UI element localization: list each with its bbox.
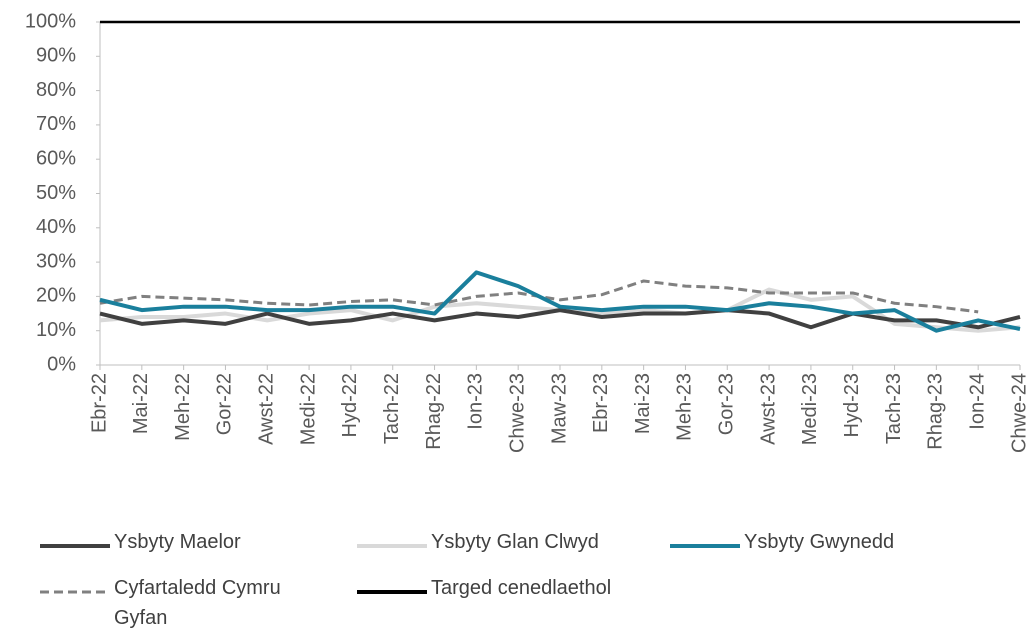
legend-swatch <box>357 590 427 594</box>
y-tick-label: 40% <box>36 216 76 238</box>
x-tick-label: Rhag-23 <box>925 373 947 450</box>
y-tick-label: 30% <box>36 250 76 272</box>
x-tick-label: Gor-22 <box>214 373 236 435</box>
x-tick-label: Maw-23 <box>548 373 570 444</box>
chart: 0% 10% 20% 30% 40% 50% 60% 70% 80% 90% 100% Ebr-22 M… <box>25 10 1028 453</box>
y-tick-label: 20% <box>36 285 76 307</box>
y-tick-label: 100% <box>25 10 76 32</box>
x-tick-label: Gor-23 <box>716 373 738 435</box>
x-tick-label: Tach-23 <box>883 373 905 444</box>
x-tick-label: Awst-23 <box>757 373 779 445</box>
x-tick-label: Meh-23 <box>674 373 696 441</box>
legend-swatch <box>40 590 110 594</box>
legend-label: Ysbyty Glan Clwyd <box>431 531 599 553</box>
legend-item: Ysbyty Maelor <box>38 531 241 558</box>
series-line <box>99 308 1021 330</box>
legend-item: Ysbyty Gwynedd <box>668 531 894 558</box>
y-tick-label: 70% <box>36 113 76 135</box>
legend-label: Ysbyty Gwynedd <box>744 531 895 553</box>
legend-item: Cyfartaledd Cymru Gyfan <box>38 577 329 633</box>
x-tick-label: Medi-22 <box>297 373 319 445</box>
y-tick-label: 0% <box>47 353 76 375</box>
x-tick-label: Medi-23 <box>799 373 821 445</box>
y-tick-label: 50% <box>36 182 76 204</box>
x-tick-label: Hyd-23 <box>841 373 863 437</box>
legend-label: Ysbyty Maelor <box>114 531 241 553</box>
legend-swatch <box>357 544 427 548</box>
y-tick-label: 10% <box>36 319 76 341</box>
y-tick-label: 80% <box>36 79 76 101</box>
x-tick-label: Awst-22 <box>256 373 278 445</box>
x-tick-label: Ebr-22 <box>88 373 110 433</box>
legend-label: Targed cenedlaethol <box>431 577 612 599</box>
legend-item: Targed cenedlaethol <box>355 577 611 604</box>
y-tick-label: 90% <box>36 45 76 67</box>
x-tick-label: Hyd-22 <box>339 373 361 437</box>
x-tick-label: Mai-22 <box>130 373 152 434</box>
x-tick-label: Ion-24 <box>966 373 988 430</box>
x-tick-label: Chwe-23 <box>506 373 528 453</box>
series-line <box>99 270 1021 333</box>
x-tick-label: Rhag-22 <box>423 373 445 450</box>
legend-swatch <box>670 544 740 548</box>
y-tick-label: 60% <box>36 147 76 169</box>
x-tick-label: Ebr-23 <box>590 373 612 433</box>
x-tick-label: Meh-22 <box>172 373 194 441</box>
x-tick-label: Mai-23 <box>632 373 654 434</box>
x-tick-label: Chwe-24 <box>1008 373 1028 453</box>
x-tick-label: Ion-23 <box>465 373 487 430</box>
legend-item: Ysbyty Glan Clwyd <box>355 531 599 558</box>
legend-swatch <box>40 544 110 548</box>
legend-label: Cyfartaledd Cymru Gyfan <box>114 577 281 629</box>
x-tick-label: Tach-22 <box>381 373 403 444</box>
